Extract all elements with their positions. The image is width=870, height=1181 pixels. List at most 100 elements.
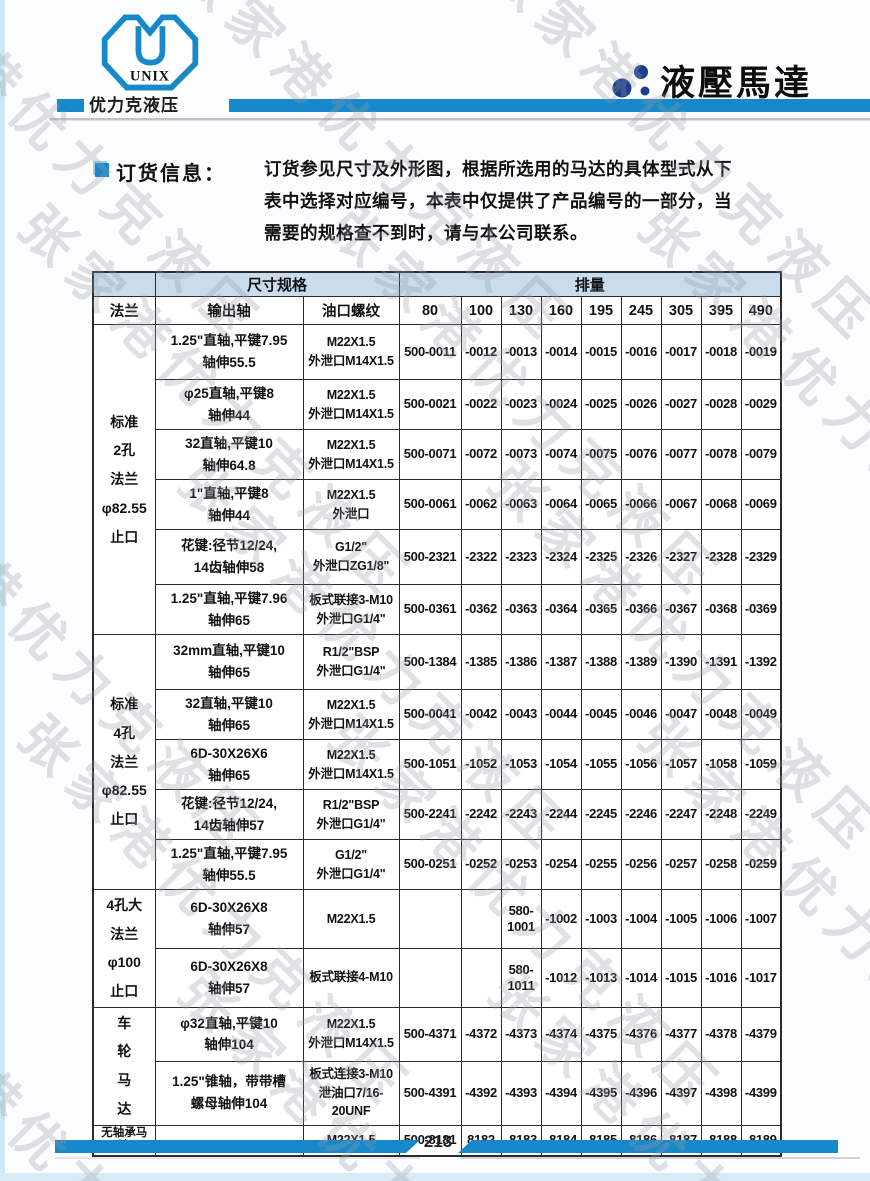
table-cell: -1390 (660, 634, 702, 690)
table-cell: -4392 (460, 1060, 502, 1126)
table-cell: -2242 (460, 789, 502, 840)
table-cell: -1013 (580, 947, 622, 1008)
footer-bar-right (458, 1140, 838, 1153)
table-cell: -0365 (580, 584, 622, 635)
table-cell: 板式连接3-M10 泄油口7/16-20UNF (302, 1060, 400, 1126)
table-row: 32直轴,平键10 轴伸65 M22X1.5 外泄口M14X1.5 500-0041… (93, 689, 782, 740)
table-cell: 1.25"直轴,平键7.96 轴伸65 (154, 584, 304, 635)
table-row: 花键:径节12/24, 14齿轴伸58 G1/2" 外泄口ZG1/8" 500-23… (93, 529, 782, 585)
section-label-cell: 4孔大 法兰 φ100 止口 (92, 889, 156, 1008)
table-cell: -0063 (500, 479, 542, 530)
table-cell: -0016 (620, 324, 662, 380)
table-cell: 580- 1001 (500, 889, 542, 949)
table-cell: -0062 (460, 479, 502, 530)
section-label-cell: 车 轮 马 达 (92, 1006, 156, 1126)
table-cell: -1005 (660, 889, 702, 949)
table-cell: 500-4391 (398, 1060, 462, 1126)
table-head: 尺寸规格 排量 法兰 输出轴 油口螺纹 80 100 130 160 195 245 305 395 49… (92, 271, 782, 325)
table-cell: 1.25"锥轴，带带槽 螺母轴伸104 (154, 1060, 304, 1126)
table-cell (460, 889, 502, 949)
table-cell: 500-0041 (398, 689, 462, 740)
table-cell: -4399 (740, 1060, 782, 1126)
table-cell: -2329 (740, 529, 782, 585)
table-header-cell: 195 (580, 296, 622, 325)
table-cell: -0044 (540, 689, 582, 740)
table-cell: -0366 (620, 584, 662, 635)
table-cell: -0367 (660, 584, 702, 635)
table-header-cell: 排量 (398, 271, 782, 297)
table-cell: -0028 (700, 379, 742, 430)
table-cell: -4374 (540, 1006, 582, 1062)
logo-text: UNIX (130, 68, 170, 84)
table-cell: -2325 (580, 529, 622, 585)
table-cell: -0258 (700, 839, 742, 890)
table-cell: -0025 (580, 379, 622, 430)
table-cell: -4397 (660, 1060, 702, 1126)
table-header-cell: 395 (700, 296, 742, 325)
table-row: 6D-30X26X8 轴伸57 板式联接4-M10 580- 1011 -1012 -1… (93, 947, 782, 1008)
table-cell: 1"直轴,平键8 轴伸44 (154, 479, 304, 530)
table-cell: -0069 (740, 479, 782, 530)
table-cell: -0369 (740, 584, 782, 635)
table-cell: -0074 (540, 429, 582, 480)
table-cell: 1.25"直轴,平键7.95 轴伸55.5 (154, 324, 304, 380)
table-cell: 500-0251 (398, 839, 462, 890)
table-cell: -0015 (580, 324, 622, 380)
table-cell: -0257 (660, 839, 702, 890)
table-cell: -2246 (620, 789, 662, 840)
table-cell: -2323 (500, 529, 542, 585)
table-cell: -1058 (700, 739, 742, 790)
table-cell: -4376 (620, 1006, 662, 1062)
subtitle-bar-stub (57, 99, 84, 112)
table-header-cell: 输出轴 (154, 296, 304, 325)
table-cell: -4396 (620, 1060, 662, 1126)
table-cell: -1002 (540, 889, 582, 949)
table-cell: M22X1.5 外泄口M14X1.5 (302, 739, 400, 790)
section-label-cell: 标准 2孔 法兰 φ82.55 止口 (92, 324, 156, 635)
table-cell: -1004 (620, 889, 662, 949)
section-label-cell: 标准 4孔 法兰 φ82.55 止口 (92, 634, 156, 890)
table-header-cell: 245 (620, 296, 662, 325)
page-title: 液壓馬達 (660, 64, 813, 103)
table-row: 32直轴,平键10 轴伸64.8 M22X1.5 外泄口M14X1.5 500-00… (93, 429, 782, 480)
table-cell: -1052 (460, 739, 502, 790)
table-cell: -2247 (660, 789, 702, 840)
table-cell: -0048 (700, 689, 742, 740)
table-cell: -0076 (620, 429, 662, 480)
table-cell: -0049 (740, 689, 782, 740)
table-cell: M22X1.5 外泄口M14X1.5 (302, 1006, 400, 1062)
order-table: 尺寸规格 排量 法兰 输出轴 油口螺纹 80 100 130 160 195 245 305 395 49… (92, 271, 783, 1158)
table-cell: -4378 (700, 1006, 742, 1062)
table-cell: -1053 (500, 739, 542, 790)
brand-subtitle: 优力克液压 (89, 96, 179, 115)
table-cell: G1/2" 外泄口G1/4" (302, 839, 400, 890)
table-cell: -4377 (660, 1006, 702, 1062)
table-header-cell: 80 (398, 296, 462, 325)
table-cell: -4395 (580, 1060, 622, 1126)
table-header-cell (92, 271, 156, 297)
table-cell: -0368 (700, 584, 742, 635)
table-header-cell: 尺寸规格 (154, 271, 400, 297)
table-cell: -0073 (500, 429, 542, 480)
table-cell: -2248 (700, 789, 742, 840)
table-cell: -0254 (540, 839, 582, 890)
table-cell: -2327 (660, 529, 702, 585)
table-cell: -0013 (500, 324, 542, 380)
table-cell: -0253 (500, 839, 542, 890)
table-cell: -1387 (540, 634, 582, 690)
table-cell: -0077 (660, 429, 702, 480)
table-cell: -0029 (740, 379, 782, 430)
table-row: 4孔大 法兰 φ100 止口 6D-30X26X8 轴伸57 M22X1.5 580-… (92, 889, 782, 1008)
table-cell: M22X1.5 外泄口 (302, 479, 400, 530)
table-cell: 500-0011 (398, 324, 462, 380)
table-cell: G1/2" 外泄口ZG1/8" (302, 529, 400, 585)
table-cell: -4379 (740, 1006, 782, 1062)
table-header-cell: 490 (740, 296, 782, 325)
table-row: φ25直轴,平键8 轴伸44 M22X1.5 外泄口M14X1.5 500-0021… (93, 379, 782, 430)
table-cell: -1017 (740, 947, 782, 1008)
table-cell: -0017 (660, 324, 702, 380)
table-cell (460, 947, 502, 1008)
table-cell: -0012 (460, 324, 502, 380)
table-cell: -0047 (660, 689, 702, 740)
